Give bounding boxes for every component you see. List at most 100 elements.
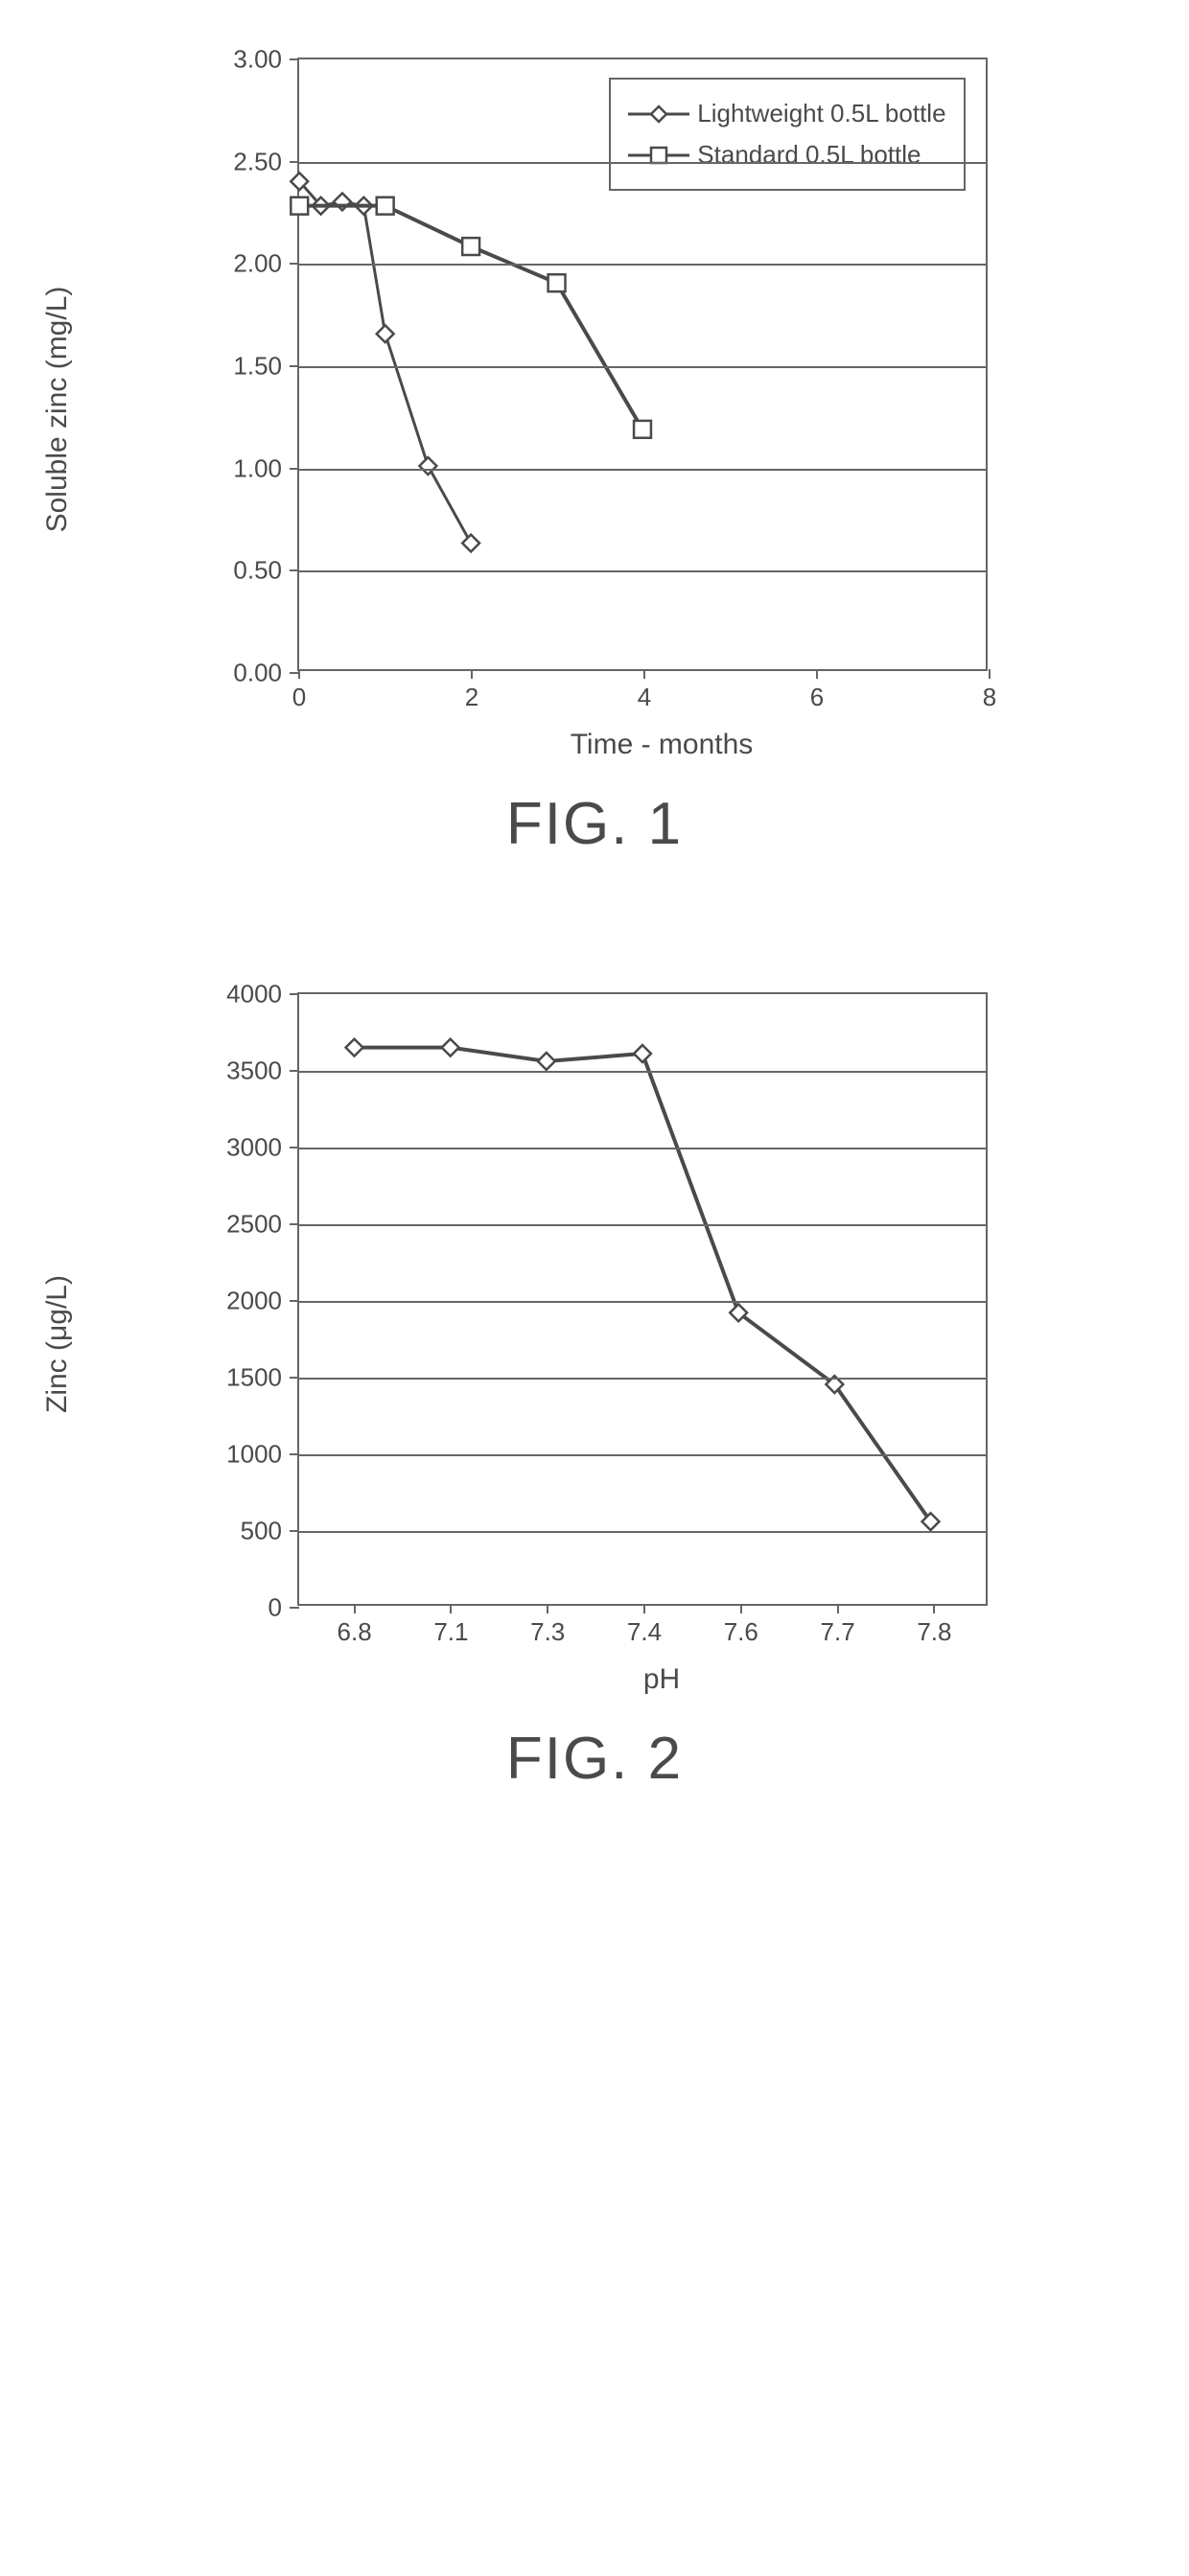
fig1-caption: FIG. 1 — [163, 790, 1026, 858]
fig2-x-axis-title: pH — [297, 1663, 1026, 1696]
figure-2: Zinc (μg/L) 0500100015002000250030003500… — [163, 992, 1026, 1793]
gridline — [299, 469, 986, 471]
x-tick-label: 7.7 — [821, 1617, 855, 1647]
series-marker-standard — [462, 238, 479, 255]
y-tick-label: 0 — [268, 1593, 282, 1623]
y-tick — [290, 263, 299, 265]
series-marker-lightweight — [334, 193, 351, 210]
x-tick — [471, 669, 473, 679]
x-tick-label: 7.4 — [627, 1617, 662, 1647]
fig1-x-axis-title: Time - months — [297, 729, 1026, 761]
x-tick-label: 2 — [465, 683, 478, 712]
x-tick-label: 0 — [292, 683, 306, 712]
series-marker-lightweight — [462, 535, 479, 552]
fig2-svg-overlay — [299, 994, 986, 1604]
y-tick-label: 0.00 — [233, 659, 282, 688]
fig2-y-axis-title: Zinc (μg/L) — [41, 1275, 74, 1413]
series-marker-standard — [291, 197, 308, 215]
gridline — [299, 1531, 986, 1533]
series-marker-lightweight — [419, 457, 436, 475]
y-tick — [290, 468, 299, 470]
series-marker-standard — [634, 421, 651, 438]
x-tick — [450, 1604, 452, 1613]
y-tick-label: 1.00 — [233, 453, 282, 483]
series-marker-zinc-vs-ph — [346, 1039, 363, 1056]
gridline — [299, 1224, 986, 1226]
y-tick-label: 1500 — [226, 1363, 282, 1393]
x-tick-label: 6 — [810, 683, 824, 712]
y-tick-label: 3500 — [226, 1056, 282, 1086]
x-tick-label: 7.1 — [433, 1617, 468, 1647]
y-tick — [290, 569, 299, 571]
x-tick — [547, 1604, 548, 1613]
y-tick — [290, 993, 299, 995]
x-tick — [837, 1604, 839, 1613]
x-tick — [740, 1604, 742, 1613]
x-tick-label: 4 — [638, 683, 651, 712]
series-marker-zinc-vs-ph — [634, 1045, 651, 1062]
y-tick — [290, 1530, 299, 1532]
y-tick-label: 500 — [241, 1517, 282, 1546]
legend-item: Lightweight 0.5L bottle — [628, 93, 945, 134]
x-tick-label: 8 — [983, 683, 996, 712]
y-tick-label: 1.50 — [233, 352, 282, 382]
fig2-caption: FIG. 2 — [163, 1725, 1026, 1793]
gridline — [299, 264, 986, 266]
gridline — [299, 570, 986, 572]
legend-item: Standard 0.5L bottle — [628, 134, 945, 175]
y-tick-label: 2.50 — [233, 147, 282, 176]
x-tick-label: 7.6 — [724, 1617, 758, 1647]
x-tick-label: 6.8 — [338, 1617, 372, 1647]
gridline — [299, 162, 986, 164]
y-tick — [290, 365, 299, 367]
y-tick-label: 1000 — [226, 1440, 282, 1470]
y-tick — [290, 1070, 299, 1072]
y-tick-label: 2500 — [226, 1210, 282, 1240]
y-tick — [290, 161, 299, 163]
y-tick-label: 2.00 — [233, 249, 282, 279]
y-tick-label: 3.00 — [233, 45, 282, 75]
gridline — [299, 1454, 986, 1456]
x-tick — [989, 669, 991, 679]
gridline — [299, 1071, 986, 1073]
series-marker-standard — [548, 274, 566, 291]
legend-swatch-diamond — [628, 103, 689, 126]
legend-label: Lightweight 0.5L bottle — [697, 99, 945, 128]
y-tick — [290, 58, 299, 60]
y-tick — [290, 1223, 299, 1225]
x-tick — [643, 669, 645, 679]
gridline — [299, 1301, 986, 1303]
y-tick-label: 0.50 — [233, 556, 282, 586]
legend-label: Standard 0.5L bottle — [697, 140, 921, 170]
y-tick-label: 3000 — [226, 1133, 282, 1163]
series-marker-zinc-vs-ph — [538, 1053, 555, 1070]
gridline — [299, 1378, 986, 1380]
fig1-plot-area: Lightweight 0.5L bottle Standard 0.5L bot… — [297, 58, 988, 671]
x-tick — [354, 1604, 356, 1613]
x-tick — [643, 1604, 645, 1613]
y-tick — [290, 1300, 299, 1302]
y-tick — [290, 1453, 299, 1455]
fig2-plot-area: 050010001500200025003000350040006.87.17.… — [297, 992, 988, 1606]
series-marker-zinc-vs-ph — [442, 1039, 459, 1056]
fig1-chart: Soluble zinc (mg/L) Lightweight 0.5L bot… — [163, 58, 1026, 761]
fig2-chart: Zinc (μg/L) 0500100015002000250030003500… — [163, 992, 1026, 1696]
x-tick-label: 7.8 — [917, 1617, 951, 1647]
fig1-legend: Lightweight 0.5L bottle Standard 0.5L bot… — [609, 78, 965, 191]
series-line-zinc-vs-ph — [354, 1048, 930, 1521]
y-tick — [290, 1147, 299, 1149]
x-tick — [933, 1604, 935, 1613]
y-tick-label: 2000 — [226, 1287, 282, 1316]
x-tick — [298, 669, 300, 679]
gridline — [299, 366, 986, 368]
x-tick-label: 7.3 — [530, 1617, 565, 1647]
fig1-y-axis-title: Soluble zinc (mg/L) — [41, 287, 74, 533]
gridline — [299, 1148, 986, 1149]
y-tick-label: 4000 — [226, 980, 282, 1010]
figure-1: Soluble zinc (mg/L) Lightweight 0.5L bot… — [163, 58, 1026, 858]
series-marker-lightweight — [377, 325, 394, 342]
series-marker-standard — [377, 197, 394, 215]
y-tick — [290, 1377, 299, 1379]
y-tick — [290, 1607, 299, 1609]
x-tick — [816, 669, 818, 679]
